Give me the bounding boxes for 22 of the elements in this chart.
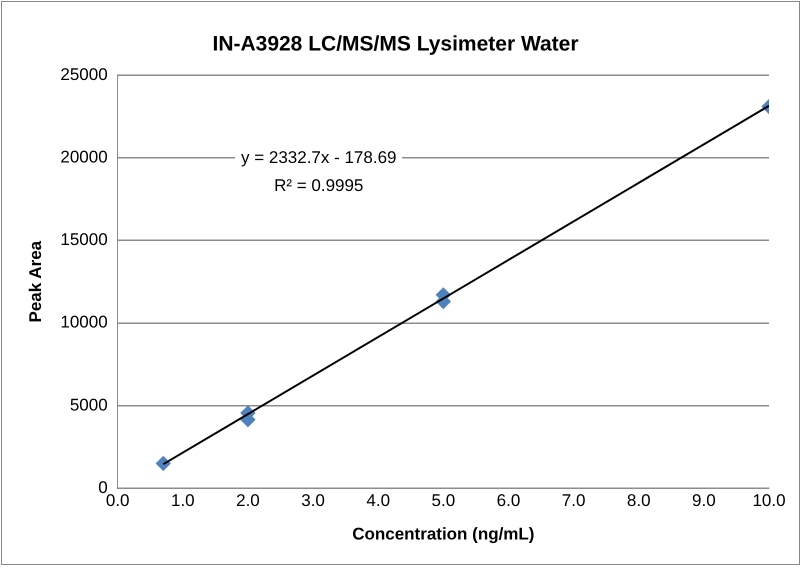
x-tick-label: 5.0 (432, 491, 456, 510)
x-tick-label: 4.0 (366, 491, 390, 510)
x-tick-label: 3.0 (301, 491, 325, 510)
y-tick-label: 0 (98, 478, 108, 497)
annotation: R² = 0.9995 (274, 176, 364, 195)
x-tick-label: 10.0 (752, 491, 786, 510)
chart-title: IN-A3928 LC/MS/MS Lysimeter Water (212, 32, 579, 56)
x-axis-title: Concentration (ng/mL) (352, 524, 534, 544)
y-tick-label: 10000 (60, 312, 108, 332)
y-axis-title: Peak Area (26, 240, 45, 323)
y-tick-label: 5000 (70, 395, 108, 414)
annotation: y = 2332.7x - 178.69 (241, 148, 396, 167)
y-tick-label: 25000 (60, 64, 108, 84)
x-tick-label: 8.0 (626, 491, 651, 510)
x-tick-label: 6.0 (496, 491, 520, 510)
x-tick-label: 2.0 (236, 491, 260, 510)
x-tick-label: 7.0 (562, 491, 586, 510)
x-tick-label: 0.0 (106, 491, 130, 510)
x-tick-label: 9.0 (692, 491, 716, 510)
x-tick-label: 1.0 (170, 491, 195, 510)
y-tick-label: 15000 (60, 230, 108, 250)
y-tick-label: 20000 (60, 147, 108, 166)
